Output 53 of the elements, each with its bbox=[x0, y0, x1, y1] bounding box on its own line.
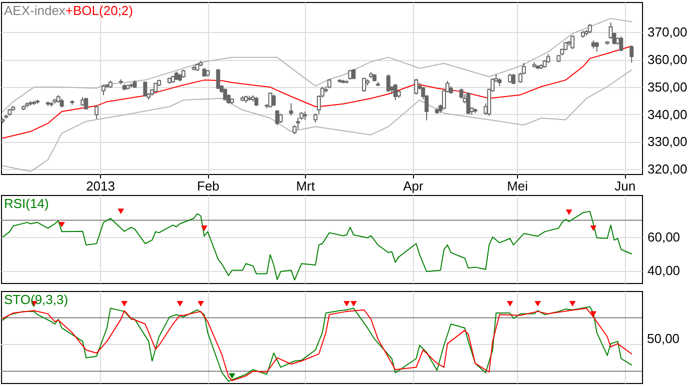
candlestick bbox=[466, 92, 470, 115]
candlestick bbox=[414, 78, 418, 96]
candlestick bbox=[630, 45, 634, 64]
y-tick-label: 340,00 bbox=[648, 106, 688, 122]
candlestick bbox=[393, 84, 398, 101]
candlestick bbox=[278, 113, 283, 124]
candlestick bbox=[362, 77, 366, 92]
candlestick bbox=[588, 23, 592, 34]
x-tick-label: 2013 bbox=[86, 178, 115, 194]
x-tick-label: Mei bbox=[506, 178, 528, 194]
candlestick bbox=[101, 84, 106, 96]
point bbox=[590, 225, 597, 231]
y-tick-label: 40,00 bbox=[648, 263, 680, 278]
x-tick-label: Jun bbox=[614, 178, 636, 194]
candlestick bbox=[223, 88, 228, 101]
line-series bbox=[2, 46, 632, 139]
candlestick bbox=[386, 74, 390, 92]
y-tick-label: 320,00 bbox=[648, 162, 688, 177]
candlestick bbox=[143, 80, 148, 97]
point bbox=[58, 222, 65, 228]
candlestick bbox=[508, 73, 512, 84]
point bbox=[566, 209, 572, 215]
candlestick bbox=[94, 105, 99, 120]
x-tick-label: Mrt bbox=[296, 178, 316, 194]
x-tick-label: Feb bbox=[197, 178, 220, 194]
point bbox=[118, 208, 124, 214]
series-label: STO(9,3,3) bbox=[4, 292, 68, 307]
candlestick bbox=[275, 110, 280, 126]
candlestick bbox=[216, 68, 220, 90]
y-tick-label: 360,00 bbox=[648, 52, 688, 68]
candlestick bbox=[272, 94, 276, 107]
candlestick bbox=[313, 112, 318, 124]
candlestick bbox=[254, 96, 258, 107]
series-label: RSI(14) bbox=[4, 196, 49, 211]
y-tick-label: 350,00 bbox=[648, 79, 688, 94]
candlestick bbox=[348, 69, 352, 80]
text: +BOL(20;2) bbox=[65, 3, 133, 18]
candlestick bbox=[327, 78, 332, 89]
candlestick bbox=[619, 36, 624, 52]
x-tick-label: Apr bbox=[403, 178, 424, 194]
y-tick-label: 60,00 bbox=[648, 230, 680, 245]
text: 50,00 bbox=[647, 331, 680, 346]
chart-title: AEX-index bbox=[4, 3, 66, 18]
candlestick bbox=[594, 41, 599, 52]
line-series bbox=[2, 69, 632, 172]
candlestick bbox=[289, 102, 294, 116]
point bbox=[201, 225, 208, 231]
candlestick bbox=[80, 96, 85, 107]
y-tick-label: 370,00 bbox=[648, 24, 688, 40]
line-series bbox=[2, 210, 632, 280]
candlestick bbox=[570, 34, 575, 50]
y-tick-label: 330,00 bbox=[648, 134, 688, 150]
line-series bbox=[2, 18, 632, 112]
